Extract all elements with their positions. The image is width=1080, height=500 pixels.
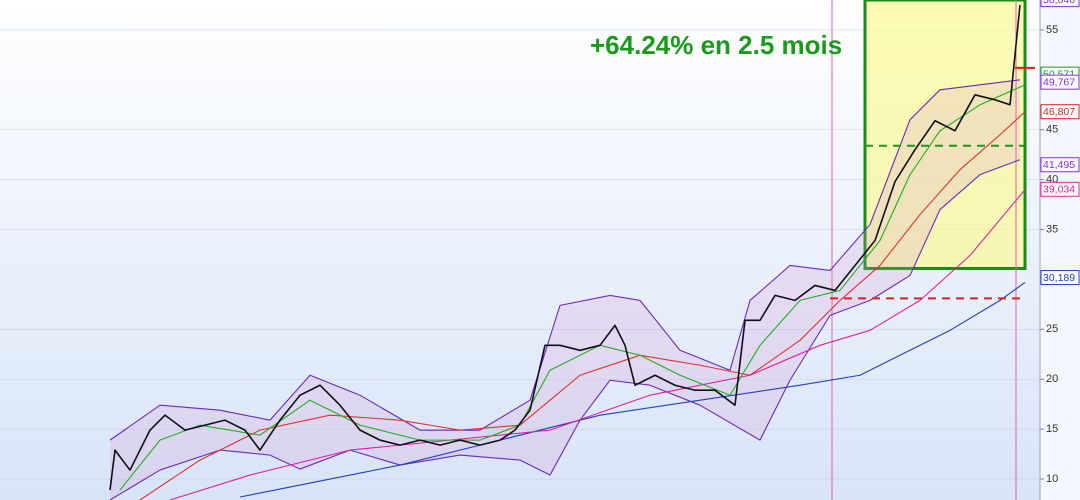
price-label-box xyxy=(1040,74,1080,90)
price-label: 41,495 xyxy=(1043,159,1075,171)
series-line xyxy=(109,4,1021,491)
price-label-box xyxy=(1040,181,1080,197)
band-fill xyxy=(110,79,1020,500)
y-tick-label: 20 xyxy=(1046,373,1058,385)
y-tick-label: 35 xyxy=(1046,223,1058,235)
price-label: 30,189 xyxy=(1043,272,1075,284)
series-line xyxy=(239,281,1026,498)
y-tick-label: 10 xyxy=(1046,473,1058,485)
band-line xyxy=(109,79,1021,441)
y-tick-label: 45 xyxy=(1046,124,1058,136)
price-label: 58,040 xyxy=(1043,0,1075,6)
series-line xyxy=(139,111,1026,500)
series-line xyxy=(169,189,1026,500)
price-label: 49,767 xyxy=(1043,76,1075,88)
highlight-box xyxy=(863,0,1027,270)
series-line xyxy=(119,84,1026,491)
price-label-box xyxy=(1040,0,1080,8)
price-label: 46,807 xyxy=(1043,106,1075,118)
annotation: +64.24% en 2.5 mois xyxy=(590,30,842,60)
price-label: 39,034 xyxy=(1043,184,1075,196)
price-label-box xyxy=(1040,270,1080,286)
price-label-box xyxy=(1040,104,1080,120)
y-tick-label: 55 xyxy=(1046,24,1058,36)
price-label-box xyxy=(1040,157,1080,173)
band-line xyxy=(109,159,1021,500)
y-tick-label: 25 xyxy=(1046,323,1058,335)
y-tick-label: 15 xyxy=(1046,423,1058,435)
